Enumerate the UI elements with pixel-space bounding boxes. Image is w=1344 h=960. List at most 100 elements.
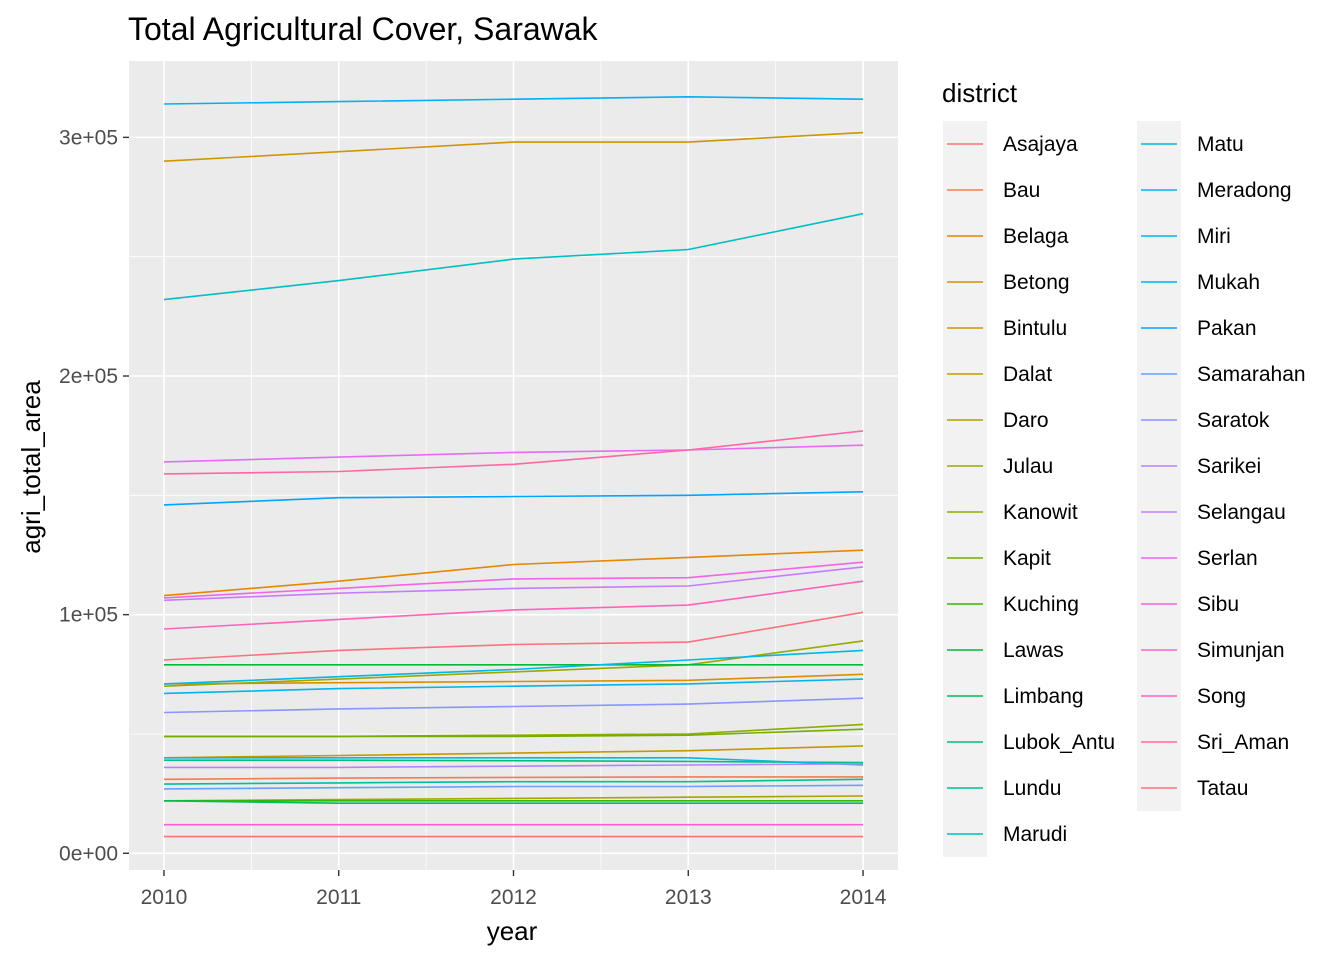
legend-label: Julau xyxy=(1003,455,1053,478)
x-tick-label: 2014 xyxy=(840,886,887,909)
chart-title: Total Agricultural Cover, Sarawak xyxy=(128,11,599,47)
x-axis-title: year xyxy=(487,916,538,946)
legend-item-matu: Matu xyxy=(1137,121,1244,167)
legend-label: Daro xyxy=(1003,409,1049,432)
legend-item-kapit: Kapit xyxy=(943,535,1051,581)
legend-item-pakan: Pakan xyxy=(1137,305,1257,351)
legend-item-daro: Daro xyxy=(943,397,1049,443)
legend-label: Samarahan xyxy=(1197,363,1306,386)
legend-item-marudi: Marudi xyxy=(943,811,1067,857)
legend-label: Kapit xyxy=(1003,547,1051,570)
legend-label: Bau xyxy=(1003,179,1040,202)
x-tick-label: 2012 xyxy=(490,886,537,909)
series-line-meradong xyxy=(163,678,864,695)
legend-item-tatau: Tatau xyxy=(1137,765,1248,811)
legend-label: Bintulu xyxy=(1003,317,1067,340)
legend-label: Sri_Aman xyxy=(1197,731,1289,754)
x-tick-label: 2010 xyxy=(141,886,188,909)
legend-item-kanowit: Kanowit xyxy=(943,489,1078,535)
legend-label: Betong xyxy=(1003,271,1070,294)
legend-item-lawas: Lawas xyxy=(943,627,1064,673)
legend-item-bau: Bau xyxy=(943,167,1040,213)
legend-label: Saratok xyxy=(1197,409,1270,432)
y-axis-title: agri_total_area xyxy=(16,380,46,554)
legend-label: Serlan xyxy=(1197,547,1258,570)
series-line-serlan xyxy=(163,444,864,463)
legend-label: Lawas xyxy=(1003,639,1064,662)
legend-item-lundu: Lundu xyxy=(943,765,1061,811)
legend-item-song: Song xyxy=(1137,673,1246,719)
series-line-limbang xyxy=(163,800,863,805)
legend-label: Meradong xyxy=(1197,179,1292,202)
series-line-matu xyxy=(164,756,864,766)
legend-item-julau: Julau xyxy=(943,443,1053,489)
series-line-lubok-antu xyxy=(164,759,864,764)
legend-item-limbang: Limbang xyxy=(943,673,1084,719)
legend-item-sarikei: Sarikei xyxy=(1137,443,1261,489)
legend-item-asajaya: Asajaya xyxy=(943,121,1078,167)
series-line-selangau xyxy=(163,566,864,602)
legend-item-lubok-antu: Lubok_Antu xyxy=(943,719,1115,765)
legend-item-belaga: Belaga xyxy=(943,213,1069,259)
legend-label: Pakan xyxy=(1197,317,1257,340)
series-line-miri xyxy=(163,649,864,685)
legend-label: Mukah xyxy=(1197,271,1260,294)
y-tick-label: 3e+05 xyxy=(59,126,118,149)
series-line-sri-aman xyxy=(163,430,864,475)
series-line-pakan xyxy=(163,491,864,506)
legend-label: Simunjan xyxy=(1197,639,1285,662)
legend-label: Belaga xyxy=(1003,225,1069,248)
series-line-dalat xyxy=(163,745,864,759)
legend-item-meradong: Meradong xyxy=(1137,167,1292,213)
legend-item-simunjan: Simunjan xyxy=(1137,627,1285,673)
legend-label: Tatau xyxy=(1197,777,1248,800)
legend-label: Sarikei xyxy=(1197,455,1261,478)
legend-item-saratok: Saratok xyxy=(1137,397,1270,443)
legend-label: Marudi xyxy=(1003,823,1067,846)
legend-item-bintulu: Bintulu xyxy=(943,305,1067,351)
series-line-sarikei xyxy=(164,763,864,769)
series-line-kapit xyxy=(164,728,864,738)
legend-item-selangau: Selangau xyxy=(1137,489,1286,535)
legend-item-sibu: Sibu xyxy=(1137,581,1239,627)
legend-label: Limbang xyxy=(1003,685,1084,708)
legend-item-kuching: Kuching xyxy=(943,581,1079,627)
legend-item-mukah: Mukah xyxy=(1137,259,1260,305)
legend-item-sri-aman: Sri_Aman xyxy=(1137,719,1289,765)
x-tick-label: 2011 xyxy=(316,886,361,909)
legend-label: Dalat xyxy=(1003,363,1052,386)
y-tick-label: 0e+00 xyxy=(59,842,118,865)
legend-item-betong: Betong xyxy=(943,259,1070,305)
legend-label: Lubok_Antu xyxy=(1003,731,1115,754)
y-tick-label: 1e+05 xyxy=(59,604,118,627)
series-line-belaga xyxy=(163,549,864,597)
legend-item-miri: Miri xyxy=(1137,213,1231,259)
series-line-saratok xyxy=(163,697,864,714)
legend-item-serlan: Serlan xyxy=(1137,535,1258,581)
series-line-betong xyxy=(163,673,864,685)
legend-label: Miri xyxy=(1197,225,1231,248)
series-line-lundu xyxy=(163,778,864,785)
plot-panel xyxy=(129,61,898,870)
series-line-marudi xyxy=(163,212,864,301)
y-axis: 0e+00 1e+05 2e+05 3e+05 xyxy=(59,126,129,865)
legend-label: Kuching xyxy=(1003,593,1079,616)
legend-title: district xyxy=(942,78,1018,108)
y-tick-label: 2e+05 xyxy=(59,365,118,388)
series-line-bau xyxy=(163,776,863,781)
legend-label: Selangau xyxy=(1197,501,1286,524)
legend-label: Asajaya xyxy=(1003,133,1078,156)
legend-label: Matu xyxy=(1197,133,1244,156)
series-line-tatau xyxy=(163,611,864,661)
series-line-samarahan xyxy=(163,784,864,790)
legend-item-samarahan: Samarahan xyxy=(1137,351,1306,397)
legend: Asajaya Bau Belaga Betong Bintulu Dalat Daro Ju… xyxy=(943,121,1306,857)
series-line-song xyxy=(163,580,864,630)
legend-label: Song xyxy=(1197,685,1246,708)
legend-label: Lundu xyxy=(1003,777,1061,800)
legend-item-dalat: Dalat xyxy=(943,351,1052,397)
series-line-sibu xyxy=(163,561,864,599)
series-line-mukah xyxy=(163,96,864,105)
x-tick-label: 2013 xyxy=(665,886,712,909)
